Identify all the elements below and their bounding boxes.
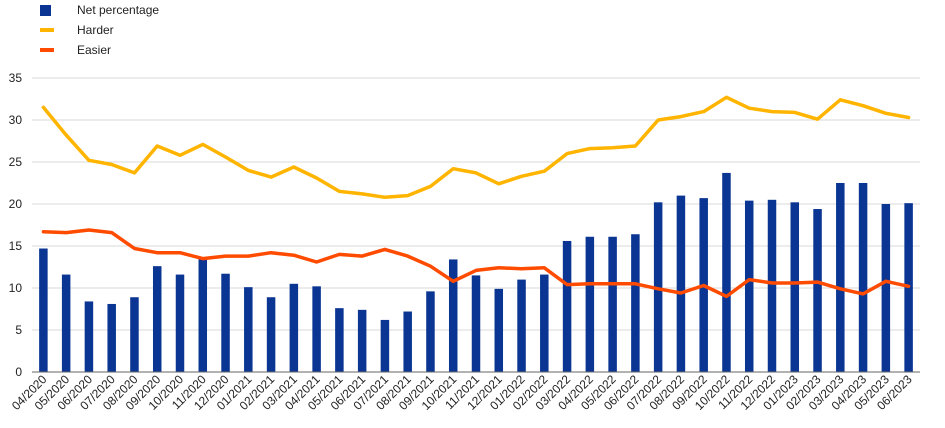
legend-item-net: Net percentage (40, 0, 159, 20)
bar-08/2022 (676, 195, 686, 372)
bar-02/2023 (813, 209, 822, 372)
legend-label-harder: Harder (77, 23, 114, 37)
bar-01/2021 (244, 287, 253, 372)
bar-10/2021 (448, 259, 458, 372)
legend-swatch-easier (40, 48, 54, 52)
bar-04/2022 (585, 236, 595, 372)
bar-08/2020 (130, 297, 139, 372)
bar-08/2021 (403, 311, 412, 372)
line-series (41, 95, 911, 299)
bar-12/2020 (221, 273, 230, 372)
bar-09/2020 (152, 266, 162, 372)
bar-05/2022 (608, 236, 617, 372)
y-tick-label-15: 15 (9, 239, 23, 253)
y-tick-label-10: 10 (9, 281, 23, 295)
bar-04/2020 (39, 248, 48, 372)
bar-12/2022 (767, 199, 777, 372)
y-tick-label-35: 35 (9, 71, 23, 85)
y-axis: 0 5 10 15 20 25 30 35 (9, 71, 23, 379)
bar-09/2021 (426, 291, 435, 372)
bar-06/2022 (631, 234, 640, 372)
bar-06/2020 (84, 301, 94, 372)
bar-10/2022 (722, 172, 731, 372)
harder-line (41, 95, 911, 200)
bar-11/2020 (198, 257, 208, 372)
bar-05/2020 (61, 274, 71, 372)
legend-item-easier: Easier (40, 40, 159, 60)
bar-12/2021 (494, 288, 504, 372)
net-percentage-bars (39, 172, 913, 372)
bar-03/2022 (562, 240, 572, 372)
bar-05/2021 (335, 308, 344, 372)
bar-04/2023 (858, 183, 868, 372)
easier-line (41, 228, 911, 299)
legend-swatch-net (40, 4, 51, 16)
y-tick-label-5: 5 (15, 323, 22, 337)
bar-07/2020 (107, 303, 116, 372)
bar-01/2022 (517, 279, 526, 372)
y-tick-label-25: 25 (9, 155, 23, 169)
legend-label-net: Net percentage (77, 3, 160, 17)
legend-label-easier: Easier (77, 43, 112, 57)
legend-swatch-harder (40, 28, 54, 32)
legend-item-harder: Harder (40, 20, 159, 40)
y-tick-label-20: 20 (9, 197, 23, 211)
bar-06/2021 (357, 309, 367, 372)
bar-02/2022 (540, 274, 549, 372)
y-tick-label-30: 30 (9, 113, 23, 127)
x-axis: 04/202005/202006/202007/202008/202009/20… (9, 371, 920, 413)
bar-03/2023 (836, 183, 845, 372)
bar-01/2023 (790, 202, 800, 372)
y-tick-label-0: 0 (15, 365, 22, 379)
bar-11/2021 (471, 275, 481, 372)
bar-10/2020 (175, 274, 185, 372)
legend: Net percentage Harder Easier (40, 0, 159, 60)
bar-02/2021 (266, 297, 276, 372)
bar-11/2022 (744, 200, 754, 372)
bar-05/2023 (881, 204, 891, 372)
bar-03/2021 (289, 283, 299, 372)
bar-07/2021 (380, 319, 390, 372)
bar-04/2021 (312, 286, 321, 372)
